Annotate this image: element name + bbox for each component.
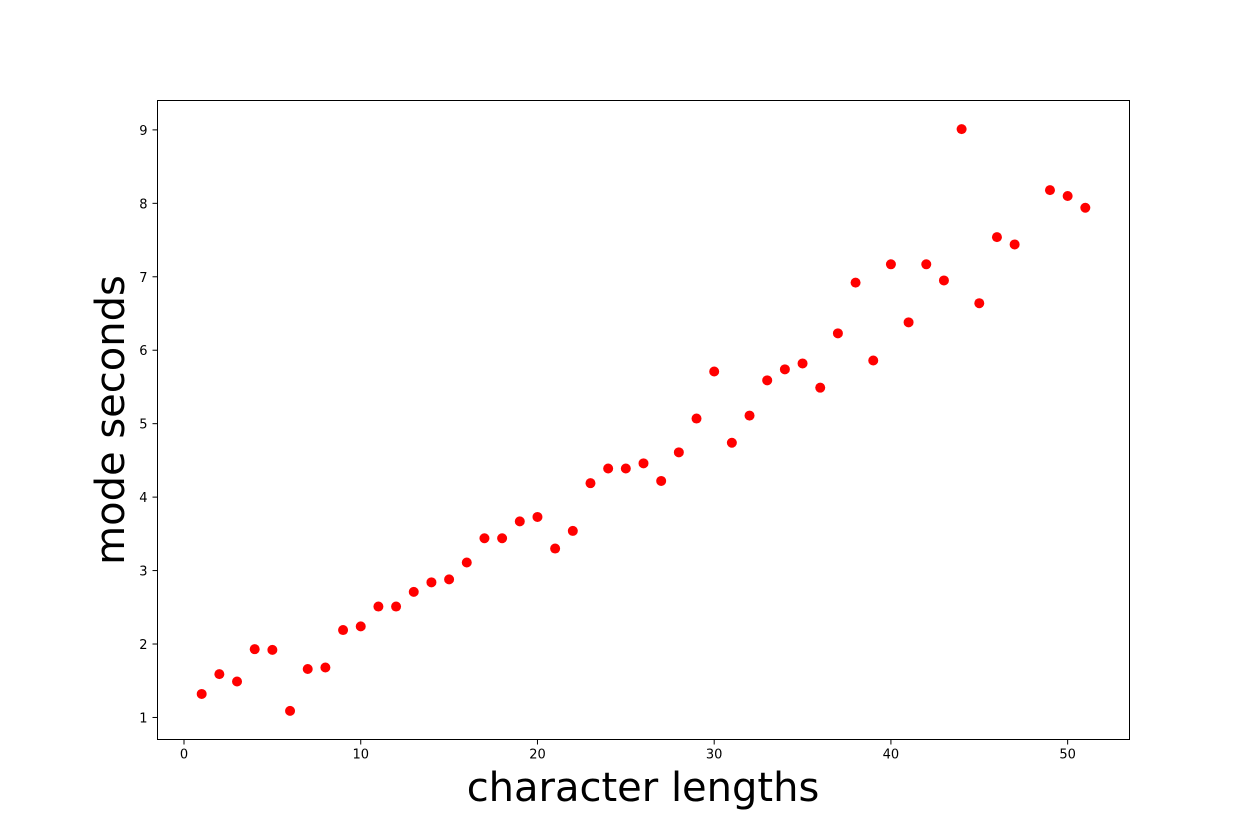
data-point — [991, 232, 1002, 243]
y-tick-label: 8 — [139, 197, 147, 212]
y-tick-label: 9 — [139, 124, 147, 139]
data-point — [373, 601, 384, 612]
data-point — [249, 644, 260, 655]
y-tick-label: 3 — [139, 565, 147, 580]
data-point — [461, 557, 472, 568]
data-point — [285, 705, 296, 716]
data-point — [550, 543, 561, 554]
y-tick-label: 6 — [139, 344, 147, 359]
data-point — [567, 525, 578, 536]
data-point — [691, 413, 702, 424]
data-point — [850, 277, 861, 288]
data-point — [232, 676, 243, 687]
data-point — [302, 663, 313, 674]
y-tick-label: 7 — [139, 271, 147, 286]
y-tick-label: 1 — [139, 711, 147, 726]
data-point — [267, 644, 278, 655]
data-point — [479, 533, 490, 544]
data-point — [797, 358, 808, 369]
x-tick-label: 10 — [352, 748, 369, 763]
data-point — [408, 586, 419, 597]
data-point — [1062, 190, 1073, 201]
data-point — [762, 375, 773, 386]
data-point — [391, 601, 402, 612]
data-point — [815, 382, 826, 393]
data-point — [355, 621, 366, 632]
plot-area-frame — [157, 100, 1130, 740]
data-point — [1044, 185, 1055, 196]
x-tick-label: 20 — [529, 748, 546, 763]
data-point — [832, 328, 843, 339]
data-point — [956, 124, 967, 135]
data-point — [196, 688, 207, 699]
axis-ticks: 0 10 20 30 40 50 1 2 3 4 5 6 7 8 9 — [139, 124, 1076, 763]
data-point — [709, 366, 720, 377]
data-point — [426, 577, 437, 588]
data-point — [885, 259, 896, 270]
y-axis-title: mode seconds — [88, 275, 134, 565]
data-point — [903, 317, 914, 328]
data-point — [603, 463, 614, 474]
data-point — [338, 625, 349, 636]
data-point — [532, 511, 543, 522]
data-point — [1080, 202, 1091, 213]
data-point — [638, 458, 649, 469]
data-point — [620, 463, 631, 474]
data-point — [673, 447, 684, 458]
data-point — [585, 478, 596, 489]
data-point — [514, 516, 525, 527]
data-point — [938, 275, 949, 286]
data-point — [744, 410, 755, 421]
x-tick-label: 40 — [883, 748, 900, 763]
data-point — [497, 533, 508, 544]
data-point — [1009, 239, 1020, 250]
data-points — [196, 124, 1091, 716]
data-point — [779, 364, 790, 375]
x-axis-title: character lengths — [467, 765, 820, 811]
data-point — [214, 669, 225, 680]
data-point — [444, 574, 455, 585]
data-point — [656, 475, 667, 486]
data-point — [726, 437, 737, 448]
x-tick-label: 0 — [180, 748, 188, 763]
y-tick-label: 4 — [139, 491, 147, 506]
data-point — [974, 298, 985, 309]
x-tick-label: 50 — [1059, 748, 1076, 763]
data-point — [921, 259, 932, 270]
y-tick-label: 2 — [139, 638, 147, 653]
x-tick-label: 30 — [706, 748, 723, 763]
data-point — [320, 662, 331, 673]
y-tick-label: 5 — [139, 418, 147, 433]
data-point — [868, 355, 879, 366]
